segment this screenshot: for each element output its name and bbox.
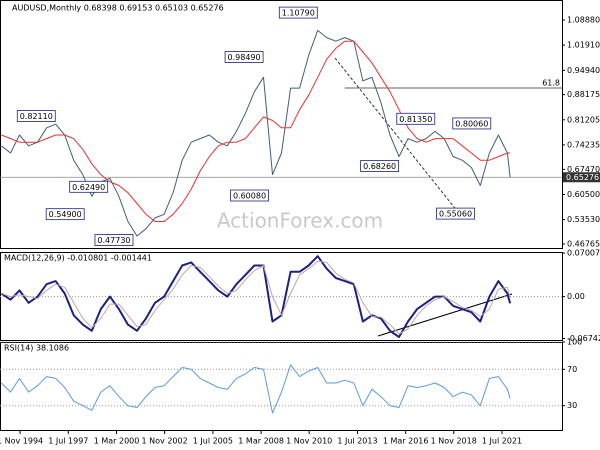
annotation-label: 0.81350: [399, 115, 432, 124]
annotation-label: 0.62490: [72, 183, 105, 192]
y-tick-label: 0.46765: [567, 240, 600, 249]
y-tick-label: 0.53530: [567, 215, 600, 224]
x-tick-label: 1 Mar 2016: [383, 437, 429, 446]
series-line: [1, 260, 511, 335]
annotation-box: [69, 180, 109, 193]
annotation-box: [278, 6, 318, 19]
x-tick-label: 1 Nov 2010: [286, 437, 332, 446]
annotation-box: [436, 207, 475, 220]
fib-label: 61.8: [542, 79, 560, 88]
annotation-label: 0.80060: [455, 119, 488, 128]
annotation-label: 0.47730: [97, 236, 130, 245]
trend-line: [334, 57, 459, 213]
y-tick-label: 0.74235: [567, 140, 600, 149]
y-tick-label: 1.01910: [567, 41, 600, 50]
x-tick-label: 1 Nov 2002: [142, 437, 188, 446]
annotation-label: 1.10790: [282, 9, 315, 18]
annotation-box: [396, 112, 436, 125]
y-tick-label: 0.67470: [567, 165, 600, 174]
rsi-panel: [0, 342, 563, 431]
x-tick-label: 1 Nov 1994: [0, 437, 43, 446]
y-tick-label: -0.067423: [567, 334, 600, 343]
macd-title: MACD(12,26,9) -0.010801 -0.001441: [4, 254, 152, 263]
y-tick-label: 0.60500: [567, 190, 600, 199]
y-tick-label: 0.88175: [567, 90, 600, 99]
x-tick-label: 1 Jul 2013: [337, 437, 377, 446]
y-tick-label: 0.00: [567, 292, 585, 301]
y-tick-label: 30: [567, 401, 577, 410]
annotation-box: [45, 208, 85, 221]
watermark: ActionForex.com: [217, 209, 383, 233]
macd-trend-line: [377, 293, 513, 337]
x-tick-label: 1 Mar 2008: [238, 437, 284, 446]
x-tick-label: 1 Nov 2018: [431, 437, 477, 446]
annotation-label: 0.98490: [228, 53, 261, 62]
y-tick-label: 0.94940: [567, 66, 600, 75]
price-panel: [0, 0, 563, 249]
rsi-title: RSI(14) 38.1086: [4, 344, 69, 353]
annotation-box: [452, 117, 492, 130]
annotation-box: [16, 110, 56, 122]
last-price-box: [563, 172, 600, 183]
annotation-box: [224, 51, 264, 63]
y-tick-label: 100: [567, 338, 582, 347]
annotation-box: [360, 160, 400, 172]
last-price-label: 0.65276: [566, 173, 599, 182]
price-title: AUDUSD,Monthly 0.68398 0.69153 0.65103 0…: [12, 4, 224, 13]
y-tick-label: 0.81205: [567, 115, 600, 124]
annotation-label: 0.55060: [439, 210, 472, 219]
annotation-label: 0.60080: [233, 191, 266, 200]
x-tick-label: 1 Mar 2000: [94, 437, 140, 446]
x-tick-label: 1 Jul 1997: [48, 437, 88, 446]
y-tick-label: 1.08880: [567, 15, 600, 24]
annotation-label: 0.68260: [363, 162, 396, 171]
series-line: [1, 364, 511, 414]
annotation-box: [94, 234, 134, 246]
series-line: [0, 255, 512, 338]
annotation-box: [230, 189, 269, 202]
annotation-label: 0.54900: [49, 210, 82, 219]
series-line: [1, 40, 511, 222]
x-tick-label: 1 Jul 2021: [482, 437, 522, 446]
y-tick-label: 70: [567, 365, 577, 374]
x-tick-label: 1 Jul 2005: [193, 437, 233, 446]
annotation-label: 0.82110: [20, 112, 53, 121]
y-tick-label: 0.070071: [567, 249, 600, 258]
